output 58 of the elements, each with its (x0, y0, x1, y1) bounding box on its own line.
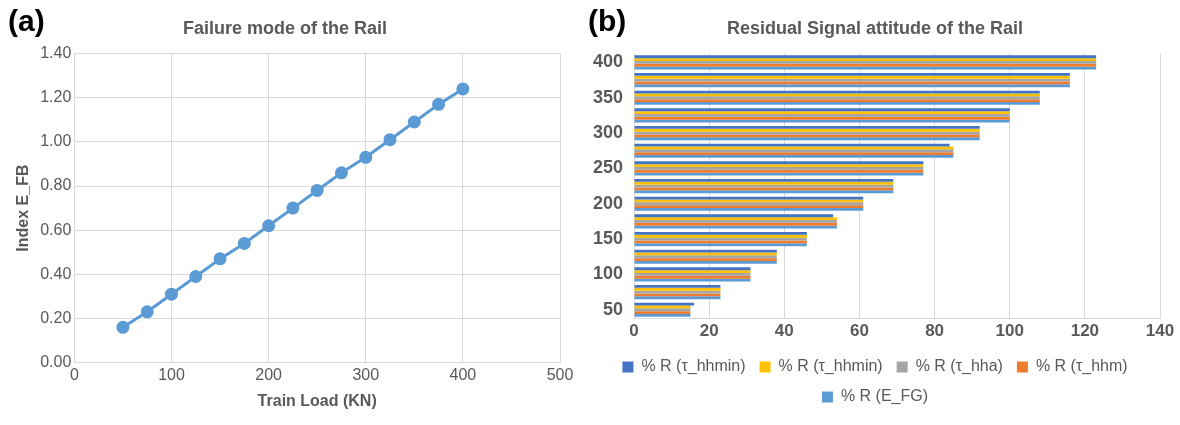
y-tick-label: 200 (592, 192, 624, 213)
point (359, 150, 373, 164)
y-tick-label: 100 (592, 263, 624, 284)
x-tick-label: 100 (995, 321, 1024, 341)
x-tick-label: 0 (69, 365, 79, 383)
x-tick-label: 500 (546, 365, 574, 383)
bar (634, 302, 695, 306)
y-tick-label: 0.60 (40, 220, 72, 238)
x-tick-label: 140 (1145, 321, 1175, 341)
legend-label: % R (τ_hhmin) (778, 357, 883, 376)
point (432, 97, 446, 111)
point (189, 270, 203, 284)
x-tick-label: 80 (925, 321, 945, 341)
point (116, 320, 130, 334)
y-tick-label: 300 (592, 122, 624, 143)
x-tick-label: 40 (774, 321, 794, 341)
point (334, 166, 348, 180)
y-tick-label: 400 (592, 51, 624, 72)
y-axis-title: Index E_FB (14, 164, 32, 252)
y-tick-label: 50 (603, 298, 624, 319)
y-tick-label: 150 (592, 228, 624, 249)
point (164, 287, 178, 301)
point (310, 183, 324, 197)
chart-title: Residual Signal attitude of the Rail (726, 17, 1024, 38)
bar (634, 143, 950, 147)
point (262, 219, 276, 233)
legend-label: % R (E_FG) (840, 387, 929, 406)
point (140, 305, 154, 319)
legend-label: % R (τ_hhmin) (641, 357, 746, 376)
y-tick-label: 1.00 (40, 132, 72, 150)
point (456, 82, 470, 96)
legend-label: % R (τ_hha) (915, 357, 1003, 376)
point (237, 236, 251, 250)
point (286, 201, 300, 215)
y-tick-label: 1.20 (40, 88, 72, 106)
point (383, 133, 397, 147)
y-tick-label: 350 (592, 86, 624, 107)
chart-title: Failure mode of the Rail (182, 17, 388, 38)
x-tick-label: 400 (449, 365, 477, 383)
y-tick-label: 0.80 (40, 176, 72, 194)
y-tick-label: 0.20 (40, 308, 72, 326)
x-tick-label: 0 (629, 321, 639, 341)
x-tick-label: 100 (158, 365, 185, 383)
text: (a) (8, 4, 45, 38)
y-tick-label: 0.40 (40, 264, 72, 282)
y-tick-label: 0.00 (40, 353, 72, 371)
x-tick-label: 200 (255, 365, 283, 383)
x-tick-label: 120 (1070, 321, 1100, 341)
y-tick-label: 250 (592, 157, 624, 178)
x-tick-label: 300 (352, 365, 380, 383)
x-axis-title: Train Load (KN) (257, 391, 377, 409)
x-tick-label: 60 (849, 321, 869, 341)
point (407, 115, 421, 129)
point (213, 252, 227, 266)
text: (b) (588, 4, 627, 38)
x-tick-label: 20 (699, 321, 719, 341)
y-tick-label: 1.40 (40, 44, 72, 62)
legend-label: % R (τ_hhm) (1035, 357, 1128, 376)
